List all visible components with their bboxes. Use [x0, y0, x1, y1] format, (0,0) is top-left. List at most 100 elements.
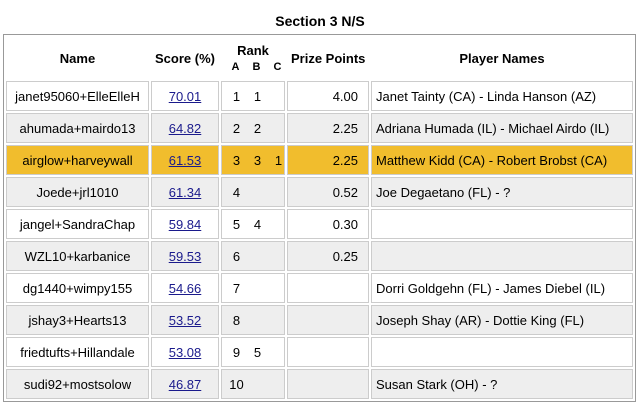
score-cell: 70.01 — [151, 81, 219, 111]
result-row: WZL10+karbanice 59.53 6 0.25 — [6, 241, 633, 271]
header-rank-label: Rank — [237, 43, 269, 58]
prize-cell: 2.25 — [287, 113, 369, 143]
section-title: Section 3 N/S — [275, 13, 365, 29]
rank-sub-label: C — [273, 61, 282, 73]
score-cell: 53.52 — [151, 305, 219, 335]
prize-cell — [287, 273, 369, 303]
pair-name: jangel+SandraChap — [6, 209, 149, 239]
rank-cell: 4 — [221, 177, 285, 207]
player-names: Janet Tainty (CA) - Linda Hanson (AZ) — [376, 88, 597, 104]
result-row: ahumada+mairdo13 64.82 2 2 2.25 Adriana Humad… — [6, 113, 633, 143]
rank-cell: 6 — [221, 241, 285, 271]
pair-name: airglow+harveywall — [6, 145, 149, 175]
score-cell: 46.87 — [151, 369, 219, 399]
players-cell — [371, 209, 633, 239]
score-link[interactable]: 70.01 — [168, 88, 202, 104]
score-cell: 53.08 — [151, 337, 219, 367]
players-cell — [371, 337, 633, 367]
score-cell: 59.53 — [151, 241, 219, 271]
prize-cell: 0.30 — [287, 209, 369, 239]
score-link[interactable]: 59.53 — [168, 248, 202, 264]
player-names: Susan Stark (OH) - ? — [376, 376, 498, 392]
rank-value: 4 — [232, 184, 241, 200]
prize-cell: 4.00 — [287, 81, 369, 111]
prize-value: 4.00 — [332, 88, 358, 104]
rank-value: 1 — [253, 88, 262, 104]
pair-name: jshay3+Hearts13 — [6, 305, 149, 335]
rank-value: 7 — [232, 280, 241, 296]
rank-value: 5 — [232, 216, 241, 232]
players-cell — [371, 241, 633, 271]
rank-value: 5 — [253, 344, 262, 360]
header-score: Score (%) — [155, 50, 215, 66]
rank-value: 2 — [253, 120, 262, 136]
rank-sub-label: A — [231, 61, 240, 73]
rank-cell: 10 — [221, 369, 285, 399]
prize-value: 0.30 — [332, 216, 358, 232]
rank-value: 3 — [253, 152, 262, 168]
pair-name: ahumada+mairdo13 — [6, 113, 149, 143]
score-cell: 61.53 — [151, 145, 219, 175]
players-cell: Joseph Shay (AR) - Dottie King (FL) — [371, 305, 633, 335]
score-link[interactable]: 53.08 — [168, 344, 202, 360]
score-cell: 54.66 — [151, 273, 219, 303]
result-row: dg1440+wimpy155 54.66 7 Dorri Goldgehn (FL)… — [6, 273, 633, 303]
score-link[interactable]: 53.52 — [168, 312, 202, 328]
score-link[interactable]: 61.53 — [168, 152, 202, 168]
pair-name: dg1440+wimpy155 — [6, 273, 149, 303]
score-link[interactable]: 46.87 — [168, 376, 202, 392]
rank-value: 8 — [232, 312, 241, 328]
pair-name: Joede+jrl1010 — [6, 177, 149, 207]
players-cell: Susan Stark (OH) - ? — [371, 369, 633, 399]
rank-sub-label: B — [252, 61, 261, 73]
prize-value: 2.25 — [332, 152, 358, 168]
score-link[interactable]: 61.34 — [168, 184, 202, 200]
players-cell: Adriana Humada (IL) - Michael Airdo (IL) — [371, 113, 633, 143]
rank-value: 10 — [229, 376, 244, 392]
prize-cell: 2.25 — [287, 145, 369, 175]
score-cell: 59.84 — [151, 209, 219, 239]
player-names: Joseph Shay (AR) - Dottie King (FL) — [376, 312, 585, 328]
score-link[interactable]: 54.66 — [168, 280, 202, 296]
prize-cell — [287, 337, 369, 367]
prize-cell: 0.52 — [287, 177, 369, 207]
rank-value: 4 — [253, 216, 262, 232]
prize-value: 0.52 — [332, 184, 358, 200]
pair-name: WZL10+karbanice — [6, 241, 149, 271]
header-prize: Prize Points — [291, 50, 366, 66]
players-cell: Joe Degaetano (FL) - ? — [371, 177, 633, 207]
score-link[interactable]: 59.84 — [168, 216, 202, 232]
rank-value: 6 — [232, 248, 241, 264]
rank-value: 1 — [232, 88, 241, 104]
rank-value: 9 — [232, 344, 241, 360]
result-row: jangel+SandraChap 59.84 5 4 0.30 — [6, 209, 633, 239]
prize-value: 2.25 — [332, 120, 358, 136]
pair-name: janet95060+ElleElleH — [6, 81, 149, 111]
rank-value: 3 — [232, 152, 241, 168]
pair-name: sudi92+mostsolow — [6, 369, 149, 399]
result-row: friedtufts+Hillandale 53.08 9 5 — [6, 337, 633, 367]
header-name: Name — [59, 50, 96, 66]
rank-cell: 8 — [221, 305, 285, 335]
score-link[interactable]: 64.82 — [168, 120, 202, 136]
result-row: airglow+harveywall 61.53 3 3 1 2.25 Matthew Ki… — [6, 145, 633, 175]
prize-cell — [287, 305, 369, 335]
results-body: janet95060+ElleElleH 70.01 1 1 4.00 Janet Tai… — [6, 81, 633, 399]
result-row: sudi92+mostsolow 46.87 10 Susan Stark (OH) … — [6, 369, 633, 399]
prize-cell: 0.25 — [287, 241, 369, 271]
rank-cell: 7 — [221, 273, 285, 303]
pair-name: friedtufts+Hillandale — [6, 337, 149, 367]
player-names: Matthew Kidd (CA) - Robert Brobst (CA) — [376, 152, 608, 168]
prize-cell — [287, 369, 369, 399]
players-cell: Matthew Kidd (CA) - Robert Brobst (CA) — [371, 145, 633, 175]
